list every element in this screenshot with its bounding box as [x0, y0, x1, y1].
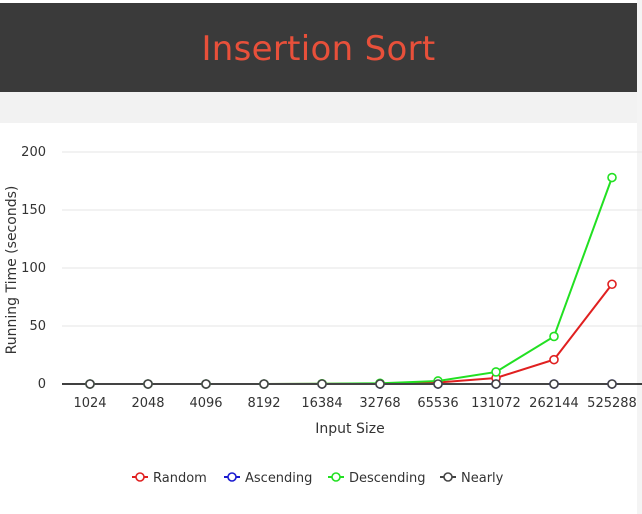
legend-item-descending[interactable]: Descending [328, 471, 426, 486]
data-point-descending[interactable] [491, 367, 501, 377]
data-point-nearly[interactable] [433, 379, 443, 389]
data-point-nearly[interactable] [317, 379, 327, 389]
right-edge [637, 0, 642, 514]
series-line-descending [90, 177, 613, 385]
x-tick-label: 2048 [131, 396, 164, 411]
data-point-random[interactable] [607, 279, 617, 290]
data-point-nearly[interactable] [259, 379, 269, 389]
data-point-descending[interactable] [549, 331, 559, 342]
legend-item-random[interactable]: Random [132, 471, 207, 486]
x-tick-label: 131072 [471, 396, 521, 411]
legend-item-ascending[interactable]: Ascending [224, 471, 312, 486]
data-point-nearly[interactable] [375, 379, 385, 389]
legend-label: Nearly [461, 471, 504, 486]
data-point-random[interactable] [549, 354, 559, 365]
grid-lines [62, 151, 642, 385]
x-axis-label: Input Size [315, 421, 384, 437]
data-point-descending[interactable] [607, 172, 617, 183]
legend-label: Random [153, 471, 207, 486]
legend: Random Ascending Descending Nearly [132, 471, 504, 486]
series-line-random [90, 283, 613, 385]
y-axis-label: Running Time (seconds) [4, 186, 20, 355]
y-tick-label: 50 [29, 319, 46, 334]
legend-swatch-marker [135, 472, 145, 482]
running-time-chart: 0 50 100 150 200 1024 2048 4096 8192 16384 32768 6… [4, 145, 642, 486]
top-strip [0, 0, 642, 3]
data-point-nearly[interactable] [549, 379, 559, 389]
y-tick-label: 100 [21, 261, 46, 276]
y-axis-ticks: 0 50 100 150 200 [21, 145, 46, 392]
x-tick-label: 525288 [587, 396, 637, 411]
series-group [85, 172, 617, 389]
data-point-nearly[interactable] [201, 379, 211, 389]
legend-swatch-marker [443, 472, 453, 482]
legend-label: Ascending [245, 471, 312, 486]
x-tick-label: 65536 [417, 396, 458, 411]
x-tick-label: 4096 [189, 396, 222, 411]
y-tick-label: 200 [21, 145, 46, 160]
legend-label: Descending [349, 471, 426, 486]
legend-swatch-marker [227, 472, 237, 482]
sub-bar [0, 92, 637, 123]
x-tick-label: 262144 [529, 396, 579, 411]
data-point-nearly[interactable] [85, 379, 95, 389]
data-point-nearly[interactable] [143, 379, 153, 389]
x-tick-label: 32768 [359, 396, 400, 411]
x-tick-label: 16384 [301, 396, 342, 411]
data-point-nearly[interactable] [491, 379, 501, 389]
page-title: Insertion Sort [201, 28, 436, 69]
y-tick-label: 0 [38, 377, 46, 392]
x-axis-ticks: 1024 2048 4096 8192 16384 32768 65536 131072 262… [73, 384, 637, 411]
y-tick-label: 150 [21, 203, 46, 218]
x-tick-label: 8192 [247, 396, 280, 411]
legend-swatch-marker [331, 472, 341, 482]
x-tick-label: 1024 [73, 396, 106, 411]
page-header: Insertion Sort [0, 3, 637, 92]
data-point-nearly[interactable] [607, 379, 617, 389]
legend-item-nearly[interactable]: Nearly [440, 471, 504, 486]
